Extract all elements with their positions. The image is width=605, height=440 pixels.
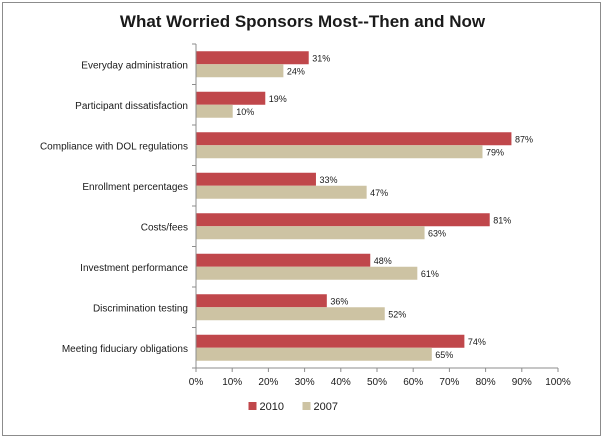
data-label: 33% <box>319 175 337 185</box>
data-label: 65% <box>435 350 453 360</box>
legend-label: 2010 <box>260 401 284 413</box>
legend-label: 2007 <box>314 401 338 413</box>
bar-2010 <box>196 253 371 267</box>
category-label: Costs/fees <box>141 222 188 233</box>
legend-swatch-2010 <box>248 402 257 410</box>
data-label: 31% <box>312 53 330 63</box>
data-label: 52% <box>388 309 406 319</box>
chart-legend: 2010 2007 <box>248 401 338 413</box>
bar-2007 <box>196 185 367 199</box>
x-tick-label: 100% <box>545 377 571 388</box>
x-tick-label: 20% <box>258 377 278 388</box>
bar-2010 <box>196 51 309 65</box>
category-label: Compliance with DOL regulations <box>40 141 188 152</box>
data-label: 81% <box>493 215 511 225</box>
category-label: Meeting fiduciary obligations <box>62 344 188 355</box>
bar-2007 <box>196 226 425 240</box>
data-label: 10% <box>236 107 254 117</box>
category-label: Investment performance <box>80 263 188 274</box>
bar-2010 <box>196 172 316 186</box>
x-tick-label: 0% <box>189 377 204 388</box>
chart-title: What Worried Sponsors Most--Then and Now <box>119 12 486 31</box>
x-tick-label: 50% <box>367 377 387 388</box>
bar-2010 <box>196 91 266 105</box>
bar-2007 <box>196 347 432 361</box>
x-tick-label: 10% <box>222 377 242 388</box>
bar-2007 <box>196 266 418 280</box>
x-tick-label: 60% <box>403 377 423 388</box>
bar-2010 <box>196 334 465 348</box>
x-tick-label: 80% <box>476 377 496 388</box>
data-label: 79% <box>486 147 504 157</box>
chart-bars <box>196 51 512 361</box>
data-label: 61% <box>421 269 439 279</box>
bar-2007 <box>196 307 385 321</box>
x-tick-label: 70% <box>439 377 459 388</box>
data-label: 47% <box>370 188 388 198</box>
data-label: 24% <box>287 66 305 76</box>
bar-2007 <box>196 64 284 78</box>
category-label: Everyday administration <box>81 60 188 71</box>
data-label: 19% <box>269 94 287 104</box>
chart-axes: 0% 10% 20% 30% 40% 50% 60% 70% 80% 90% 100% <box>189 43 571 388</box>
category-label: Enrollment percentages <box>82 182 188 193</box>
bar-2010 <box>196 213 490 227</box>
category-label: Discrimination testing <box>93 303 188 314</box>
legend-swatch-2007 <box>302 402 311 410</box>
data-label: 48% <box>374 256 392 266</box>
data-label: 74% <box>468 337 486 347</box>
bar-2010 <box>196 294 327 308</box>
data-label: 36% <box>330 296 348 306</box>
bar-2007 <box>196 104 233 118</box>
x-tick-label: 30% <box>295 377 315 388</box>
data-label: 63% <box>428 228 446 238</box>
bar-2010 <box>196 132 512 146</box>
bar-2007 <box>196 145 483 159</box>
data-label: 87% <box>515 134 533 144</box>
chart-labels: Everyday administration 31% 24% Participant… <box>40 53 533 360</box>
category-label: Participant dissatisfaction <box>75 101 188 112</box>
x-tick-label: 40% <box>331 377 351 388</box>
x-tick-label: 90% <box>512 377 532 388</box>
